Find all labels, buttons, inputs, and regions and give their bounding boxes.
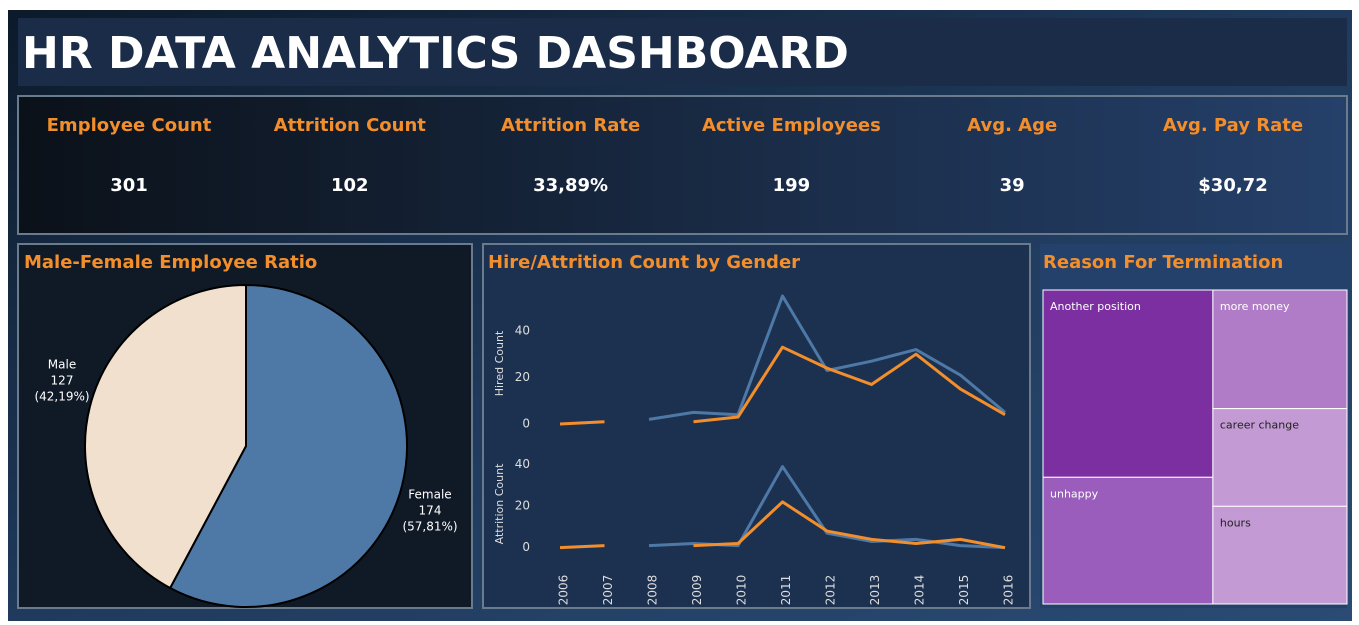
slice-percent: (57,81%) bbox=[402, 520, 457, 534]
y-axis-label: Attrition Count bbox=[493, 463, 506, 544]
slice-label: Male bbox=[48, 358, 76, 372]
y-tick-label: 20 bbox=[515, 499, 530, 513]
kpi-value: 301 bbox=[110, 175, 148, 196]
x-tick-label: 2010 bbox=[735, 575, 749, 606]
kpi-label: Avg. Pay Rate bbox=[1163, 115, 1303, 136]
treemap-cell bbox=[1212, 505, 1348, 605]
kpi-value: $30,72 bbox=[1198, 175, 1267, 196]
slice-label: Female bbox=[408, 488, 451, 502]
dashboard-title: HR DATA ANALYTICS DASHBOARD bbox=[22, 28, 849, 79]
kpi-label: Avg. Age bbox=[967, 115, 1057, 136]
chart-title: Reason For Termination bbox=[1043, 252, 1283, 273]
y-tick-label: 20 bbox=[515, 370, 530, 384]
x-tick-label: 2014 bbox=[913, 575, 927, 606]
kpi-value: 199 bbox=[773, 175, 811, 196]
kpi-value: 33,89% bbox=[533, 175, 608, 196]
y-tick-label: 40 bbox=[515, 323, 530, 337]
x-tick-label: 2008 bbox=[646, 575, 660, 606]
series-line bbox=[559, 345, 1006, 426]
y-tick-label: 0 bbox=[522, 417, 530, 431]
treemap-cell bbox=[1042, 289, 1214, 478]
x-tick-label: 2009 bbox=[690, 575, 704, 606]
title-banner bbox=[18, 18, 1347, 86]
kpi-panel bbox=[17, 95, 1348, 235]
y-tick-label: 0 bbox=[522, 540, 530, 554]
kpi-value: 102 bbox=[331, 175, 369, 196]
series-line bbox=[648, 294, 1006, 421]
kpi-label: Employee Count bbox=[47, 115, 212, 136]
x-tick-label: 2011 bbox=[779, 575, 793, 606]
series-line bbox=[559, 500, 1006, 550]
x-tick-label: 2012 bbox=[824, 575, 838, 606]
slice-value: 127 bbox=[51, 374, 74, 388]
slice-percent: (42,19%) bbox=[34, 390, 89, 404]
treemap-label: more money bbox=[1220, 300, 1290, 313]
y-tick-label: 40 bbox=[515, 457, 530, 471]
x-tick-label: 2006 bbox=[557, 575, 571, 606]
pie-slice bbox=[168, 283, 408, 608]
treemap-label: hours bbox=[1220, 516, 1251, 529]
x-tick-label: 2015 bbox=[957, 575, 971, 606]
chart-title: Male-Female Employee Ratio bbox=[24, 252, 317, 273]
kpi-label: Attrition Count bbox=[274, 115, 427, 136]
treemap-label: Another position bbox=[1050, 300, 1141, 313]
slice-value: 174 bbox=[419, 504, 442, 518]
treemap-label: career change bbox=[1220, 419, 1299, 432]
content: Employee Count 301 Attrition Count 102 Attri… bbox=[24, 115, 1348, 608]
treemap-cell bbox=[1212, 289, 1348, 410]
y-axis-label: Hired Count bbox=[493, 330, 506, 396]
kpi-label: Attrition Rate bbox=[501, 115, 640, 136]
kpi-value: 39 bbox=[1000, 175, 1025, 196]
treemap-label: unhappy bbox=[1050, 487, 1099, 500]
kpi-label: Active Employees bbox=[702, 115, 881, 136]
x-tick-label: 2007 bbox=[601, 575, 615, 606]
chart-title: Hire/Attrition Count by Gender bbox=[488, 252, 800, 273]
treemap-cell bbox=[1042, 476, 1214, 605]
line-panel bbox=[482, 243, 1031, 609]
treemap-cell bbox=[1212, 408, 1348, 507]
x-tick-label: 2013 bbox=[868, 575, 882, 606]
pie-slice bbox=[84, 283, 247, 590]
x-tick-label: 2016 bbox=[1002, 575, 1016, 606]
